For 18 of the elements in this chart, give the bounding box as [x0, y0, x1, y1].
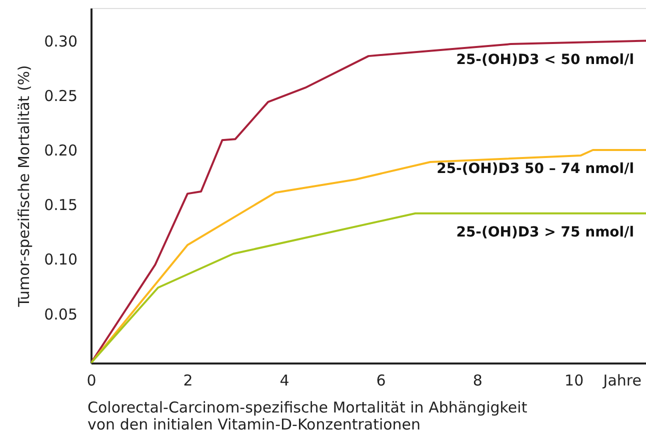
y-axis-title: Tumor-spezifische Mortalität (%) [15, 65, 34, 308]
x-tick-label: 6 [376, 372, 386, 390]
y-tick-label: 0.15 [44, 196, 78, 214]
x-axis-title: Colorectal-Carcinom-spezifische Mortalität in Abhängigkeit von den initialen Vitamin-D-Konzentrationen [88, 398, 528, 434]
y-tick-label: 0.20 [44, 142, 78, 160]
x-tick-label: 10 [564, 372, 584, 390]
y-tick-label: 0.25 [44, 86, 78, 105]
series-label: 25-(OH)D3 < 50 nmol/l [456, 52, 634, 68]
x-tick-label: 0 [86, 372, 96, 390]
series-label: 25-(OH)D3 50 – 74 nmol/l [436, 161, 634, 177]
y-tick-label: 0.05 [44, 305, 78, 324]
y-tick-label: 0.10 [44, 250, 78, 269]
x-tick-label: 2 [183, 372, 193, 390]
y-tick-label: 0.30 [44, 32, 78, 50]
x-tick-label: Jahre [602, 372, 642, 390]
x-tick-label: 4 [280, 372, 290, 390]
x-tick-label: 8 [472, 372, 482, 390]
series-label: 25-(OH)D3 > 75 nmol/l [456, 224, 634, 240]
